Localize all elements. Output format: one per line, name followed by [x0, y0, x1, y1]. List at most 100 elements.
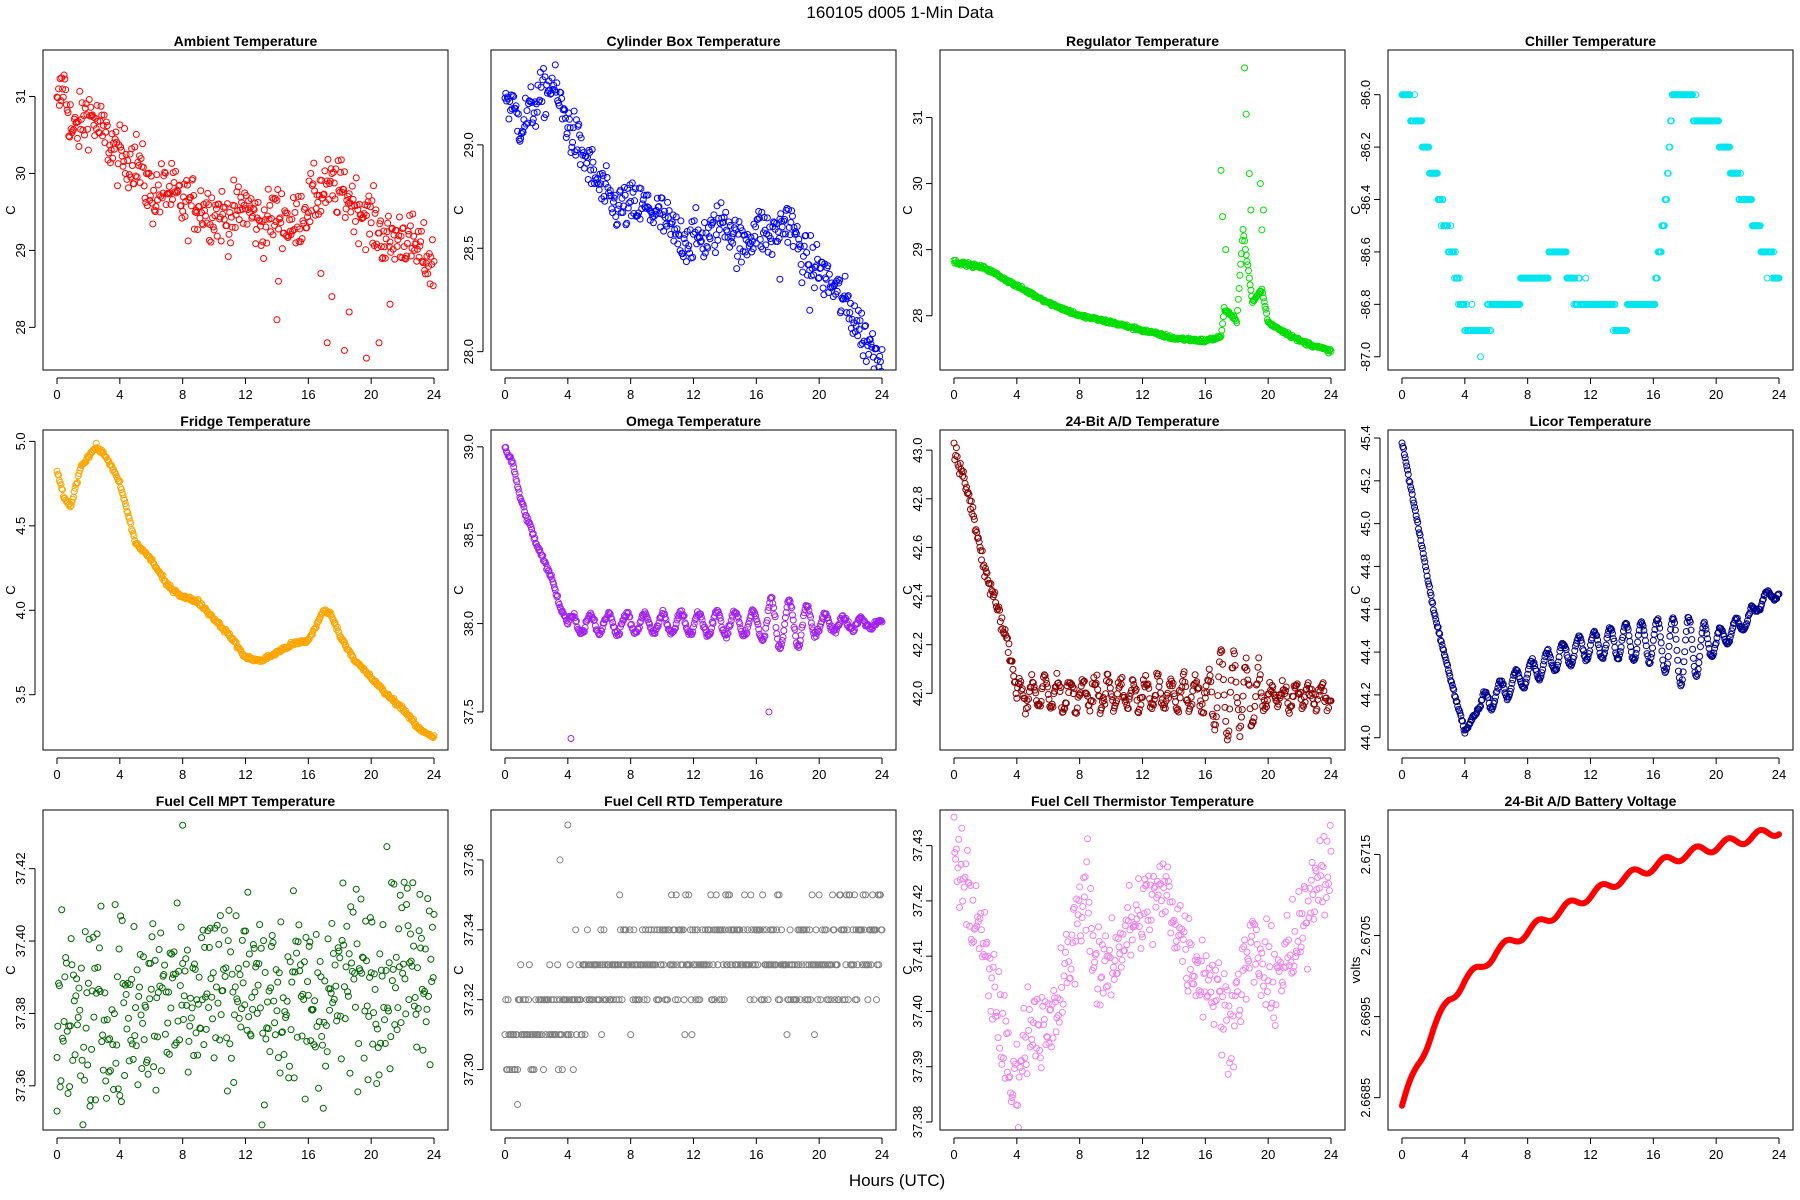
data-point: [736, 926, 744, 934]
data-point: [334, 944, 342, 952]
data-point: [380, 227, 388, 235]
data-point: [393, 243, 401, 251]
data-point: [253, 225, 260, 233]
data-point: [1188, 700, 1196, 708]
data-point: [793, 223, 801, 231]
data-point: [249, 212, 257, 220]
data-point: [1594, 641, 1602, 649]
data-point: [345, 647, 353, 655]
data-point: [554, 1066, 562, 1074]
data-point: [1656, 624, 1664, 632]
data-point: [177, 923, 185, 931]
data-point: [106, 1067, 114, 1075]
data-point: [328, 919, 336, 927]
data-point: [1570, 652, 1578, 660]
data-point: [1219, 676, 1227, 684]
data-point: [529, 115, 537, 123]
data-point: [1245, 680, 1253, 688]
data-point: [741, 231, 749, 239]
data-point: [81, 928, 89, 936]
data-point: [1045, 695, 1053, 703]
data-point: [698, 616, 706, 624]
data-point: [1249, 718, 1257, 726]
data-point: [671, 996, 679, 1004]
data-point: [1688, 636, 1696, 644]
data-point: [1131, 684, 1139, 692]
data-point: [1692, 91, 1700, 99]
data-point: [1627, 643, 1635, 651]
y-tick-label: 38.5: [461, 523, 476, 548]
data-point: [772, 624, 780, 632]
data-point: [427, 253, 435, 261]
data-point: [722, 634, 730, 642]
data-point: [148, 933, 156, 941]
data-point: [654, 622, 662, 630]
data-point: [1099, 694, 1107, 702]
data-point: [706, 235, 714, 243]
data-point: [123, 1025, 131, 1033]
data-point: [194, 1000, 202, 1008]
data-point: [401, 254, 409, 262]
data-point: [548, 575, 556, 583]
data-point: [625, 961, 633, 969]
data-point: [150, 1063, 158, 1071]
data-point: [133, 173, 141, 181]
data-point: [799, 252, 807, 260]
data-point: [1207, 678, 1215, 686]
data-point: [612, 213, 620, 221]
data-point: [333, 1017, 341, 1025]
data-point: [162, 988, 170, 996]
data-point: [340, 638, 348, 646]
data-point: [375, 1071, 383, 1079]
data-point: [1436, 636, 1444, 644]
data-point: [781, 620, 789, 628]
data-point: [357, 895, 365, 903]
data-point: [152, 1086, 160, 1094]
data-point: [1224, 732, 1232, 740]
data-point: [418, 985, 426, 993]
data-point: [1239, 225, 1247, 233]
y-axis-label: C: [1348, 585, 1363, 594]
data-point: [602, 180, 610, 188]
data-point: [598, 1031, 606, 1039]
data-point: [791, 625, 799, 633]
data-point: [157, 1067, 165, 1075]
data-point: [777, 644, 785, 652]
data-point: [1013, 694, 1021, 702]
data-point: [969, 503, 977, 511]
data-point: [422, 1018, 430, 1026]
data-point: [207, 238, 215, 246]
data-point: [330, 995, 338, 1003]
data-point: [720, 996, 728, 1004]
data-point: [390, 880, 398, 888]
data-point: [71, 484, 79, 492]
data-point: [1123, 701, 1131, 709]
data-point: [1680, 658, 1688, 666]
data-point: [1211, 726, 1219, 734]
data-point: [1218, 326, 1226, 334]
data-point: [1632, 649, 1640, 657]
y-tick-label: 3.5: [13, 686, 28, 704]
data-point: [1748, 196, 1756, 204]
data-point: [733, 252, 741, 260]
data-point: [376, 220, 384, 228]
data-point: [61, 973, 69, 981]
data-point: [708, 996, 716, 1004]
data-point: [337, 156, 345, 164]
data-point: [102, 128, 110, 136]
data-point: [1057, 684, 1065, 692]
data-point: [234, 998, 242, 1006]
data-point: [410, 1002, 418, 1010]
data-point: [850, 627, 858, 635]
data-point: [566, 124, 574, 132]
data-point: [1186, 702, 1194, 710]
data-point: [152, 203, 160, 211]
data-point: [1402, 458, 1410, 466]
data-point: [582, 152, 590, 160]
data-point: [382, 235, 390, 243]
data-point: [1666, 632, 1674, 640]
data-point: [250, 206, 258, 214]
data-point: [271, 194, 279, 202]
data-point: [1048, 700, 1056, 708]
